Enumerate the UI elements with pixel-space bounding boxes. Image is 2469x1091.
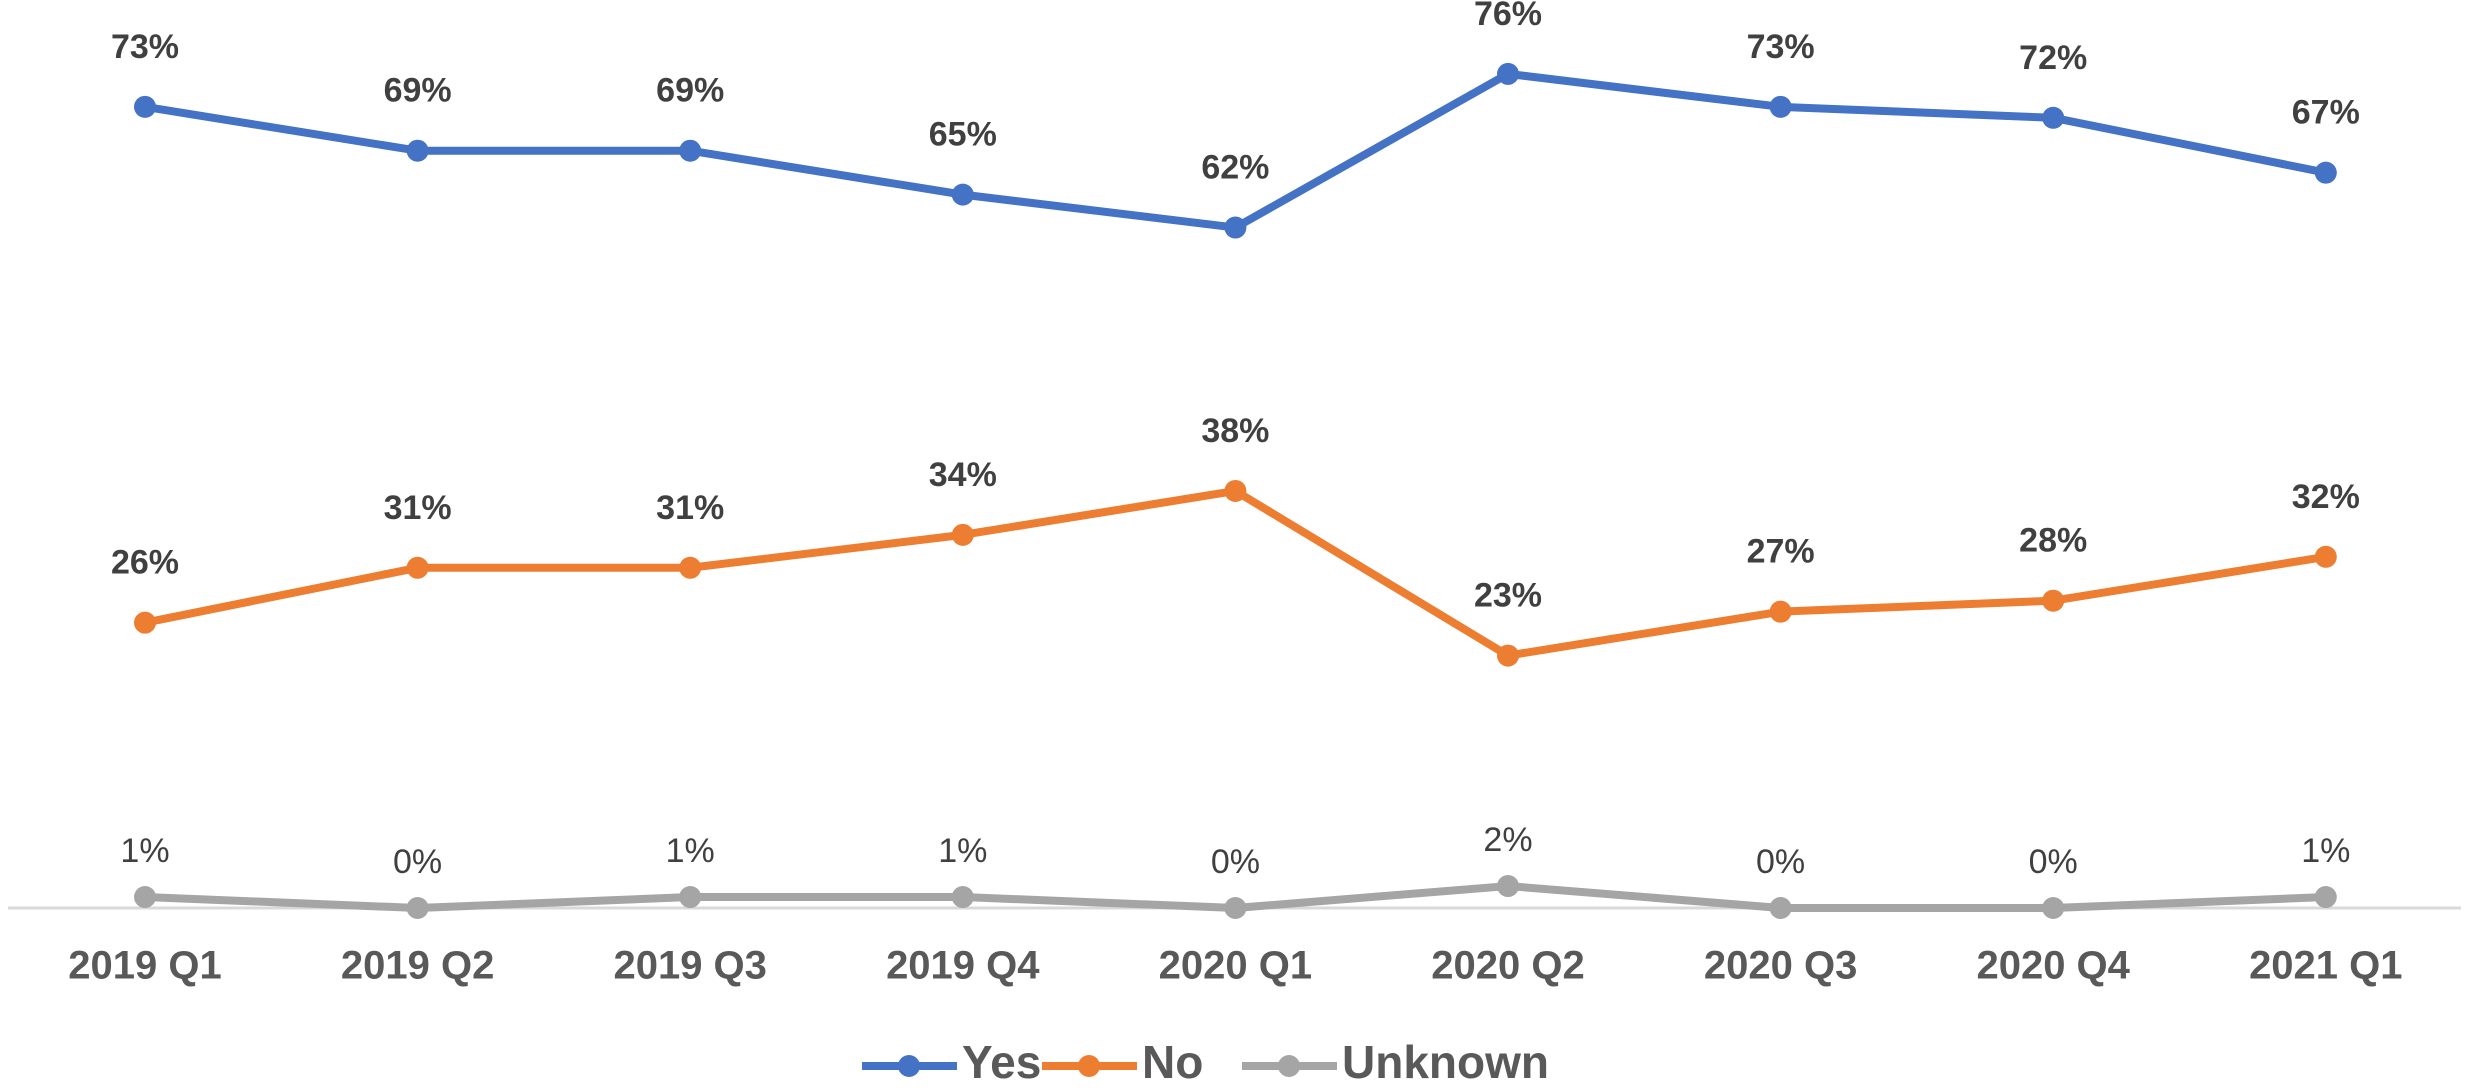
data-point bbox=[406, 139, 429, 162]
series-line bbox=[144, 486, 2327, 660]
data-label: 31% bbox=[656, 489, 724, 527]
data-label: 67% bbox=[2292, 94, 2360, 132]
x-tick-label: 2019 Q3 bbox=[613, 944, 766, 988]
data-point bbox=[951, 523, 974, 546]
data-label: 2% bbox=[1483, 821, 1532, 859]
data-label: 0% bbox=[393, 843, 442, 881]
data-label: 1% bbox=[120, 832, 169, 870]
data-point bbox=[951, 183, 974, 206]
data-point bbox=[2314, 161, 2337, 184]
x-tick-label: 2020 Q4 bbox=[1976, 944, 2130, 988]
data-point bbox=[679, 886, 702, 909]
data-point bbox=[1497, 644, 1519, 667]
data-point bbox=[2314, 545, 2337, 568]
data-point bbox=[134, 611, 156, 634]
data-point bbox=[1497, 62, 1519, 85]
data-label: 27% bbox=[1747, 533, 1815, 571]
x-tick-label: 2019 Q1 bbox=[68, 944, 221, 988]
data-point bbox=[1769, 600, 1792, 623]
data-point bbox=[2042, 589, 2065, 612]
data-label: 65% bbox=[929, 116, 997, 154]
data-label: 23% bbox=[1474, 577, 1542, 615]
data-point bbox=[1224, 216, 1247, 239]
data-point bbox=[2042, 897, 2065, 919]
data-label: 32% bbox=[2292, 478, 2360, 516]
x-tick-label: 2019 Q4 bbox=[886, 944, 1040, 988]
x-tick-label: 2021 Q1 bbox=[2249, 944, 2402, 988]
data-label: 73% bbox=[1747, 28, 1815, 66]
data-label: 76% bbox=[1474, 0, 1542, 33]
data-label: 31% bbox=[384, 489, 452, 527]
data-label: 1% bbox=[2301, 832, 2350, 870]
data-point bbox=[679, 556, 702, 579]
legend-label: No bbox=[1142, 1036, 1203, 1088]
data-label: 73% bbox=[111, 28, 179, 66]
data-point bbox=[1769, 95, 1792, 118]
data-point bbox=[406, 897, 429, 919]
data-label: 28% bbox=[2019, 522, 2087, 560]
data-point bbox=[134, 95, 156, 118]
data-label: 1% bbox=[666, 832, 715, 870]
legend-marker bbox=[898, 1055, 920, 1077]
data-label: 38% bbox=[1201, 412, 1269, 450]
data-label: 69% bbox=[656, 72, 724, 110]
data-label: 0% bbox=[2029, 843, 2078, 881]
data-label: 1% bbox=[938, 832, 987, 870]
data-point bbox=[406, 556, 429, 579]
data-label: 0% bbox=[1211, 843, 1260, 881]
data-point bbox=[679, 139, 702, 162]
data-label: 62% bbox=[1201, 149, 1269, 187]
data-point bbox=[1224, 479, 1247, 502]
legend-label: Yes bbox=[962, 1036, 1041, 1088]
data-point bbox=[134, 886, 156, 909]
legend-marker bbox=[1278, 1055, 1300, 1077]
x-tick-label: 2020 Q3 bbox=[1704, 944, 1857, 988]
data-label: 26% bbox=[111, 544, 179, 582]
x-tick-label: 2020 Q1 bbox=[1159, 944, 1312, 988]
data-label: 0% bbox=[1756, 843, 1805, 881]
data-point bbox=[2042, 106, 2065, 129]
data-label: 72% bbox=[2019, 39, 2087, 77]
legend-marker bbox=[1078, 1055, 1100, 1077]
data-point bbox=[1769, 897, 1792, 919]
data-point bbox=[1224, 897, 1247, 919]
data-label: 69% bbox=[384, 72, 452, 110]
data-point bbox=[1497, 875, 1519, 898]
data-point bbox=[2314, 886, 2337, 909]
x-tick-label: 2020 Q2 bbox=[1431, 944, 1584, 988]
data-point bbox=[951, 886, 974, 909]
x-tick-label: 2019 Q2 bbox=[341, 944, 494, 988]
legend-label: Unknown bbox=[1342, 1036, 1549, 1088]
data-label: 34% bbox=[929, 456, 997, 494]
